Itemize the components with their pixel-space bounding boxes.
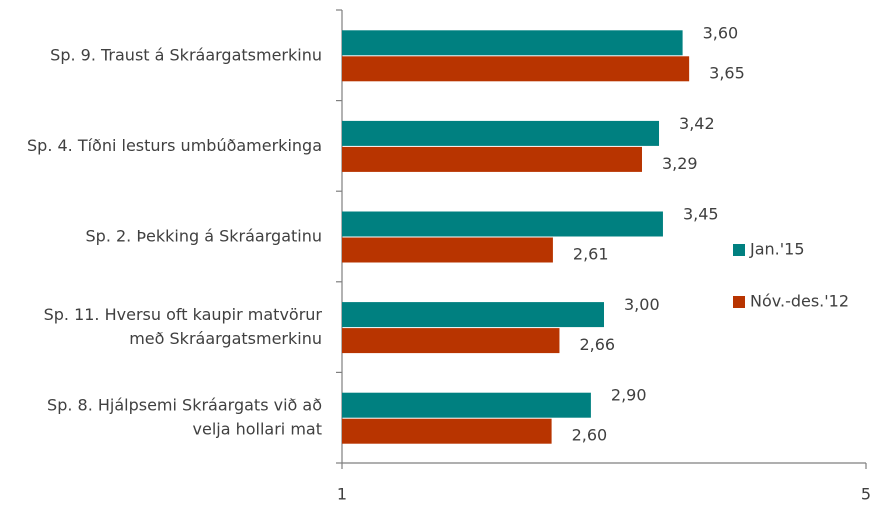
x-tick-label: 1 xyxy=(337,485,347,504)
category-label: Sp. 9. Traust á Skráargatsmerkinu xyxy=(50,45,322,64)
legend-label: Nóv.-des.'12 xyxy=(750,292,849,311)
category-line: Sp. 8. Hjálpsemi Skráargats við að xyxy=(47,395,322,414)
value-label: 2,90 xyxy=(611,386,647,405)
category-label: Sp. 8. Hjálpsemi Skráargats við að velja … xyxy=(47,395,322,438)
category-line: Sp. 4. Tíðni lesturs umbúðamerkinga xyxy=(27,135,322,154)
bar xyxy=(342,56,690,82)
category-line: með Skráargatsmerkinu xyxy=(129,329,322,348)
value-label: 3,42 xyxy=(679,114,715,133)
bar xyxy=(342,328,560,354)
value-label: 3,29 xyxy=(662,154,698,173)
value-label: 2,61 xyxy=(573,245,609,264)
value-label: 3,45 xyxy=(683,205,719,224)
category-line: Sp. 11. Hversu oft kaupir matvörur xyxy=(44,305,323,324)
bar xyxy=(342,418,552,444)
category-line: Sp. 9. Traust á Skráargatsmerkinu xyxy=(50,45,322,64)
value-label: 2,60 xyxy=(572,426,608,445)
value-label: 2,66 xyxy=(579,335,615,354)
bar xyxy=(342,392,591,418)
category-line: velja hollari mat xyxy=(193,419,323,438)
value-label: 3,60 xyxy=(703,23,739,42)
bar xyxy=(342,302,604,328)
bar xyxy=(342,237,553,263)
legend-label: Jan.'15 xyxy=(749,240,805,259)
legend-swatch xyxy=(733,244,745,256)
x-tick-label: 5 xyxy=(861,485,871,504)
category-line: Sp. 2. Þekking á Skráargatinu xyxy=(86,226,322,245)
value-label: 3,00 xyxy=(624,295,660,314)
bar xyxy=(342,211,663,237)
bar xyxy=(342,120,660,146)
category-label: Sp. 4. Tíðni lesturs umbúðamerkinga xyxy=(27,135,322,154)
bar xyxy=(342,146,642,172)
value-label: 3,65 xyxy=(709,63,745,82)
category-label: Sp. 2. Þekking á Skráargatinu xyxy=(86,226,322,245)
category-label: Sp. 11. Hversu oft kaupir matvörur með Sk… xyxy=(44,305,323,348)
bar xyxy=(342,30,683,56)
legend-swatch xyxy=(733,296,745,308)
